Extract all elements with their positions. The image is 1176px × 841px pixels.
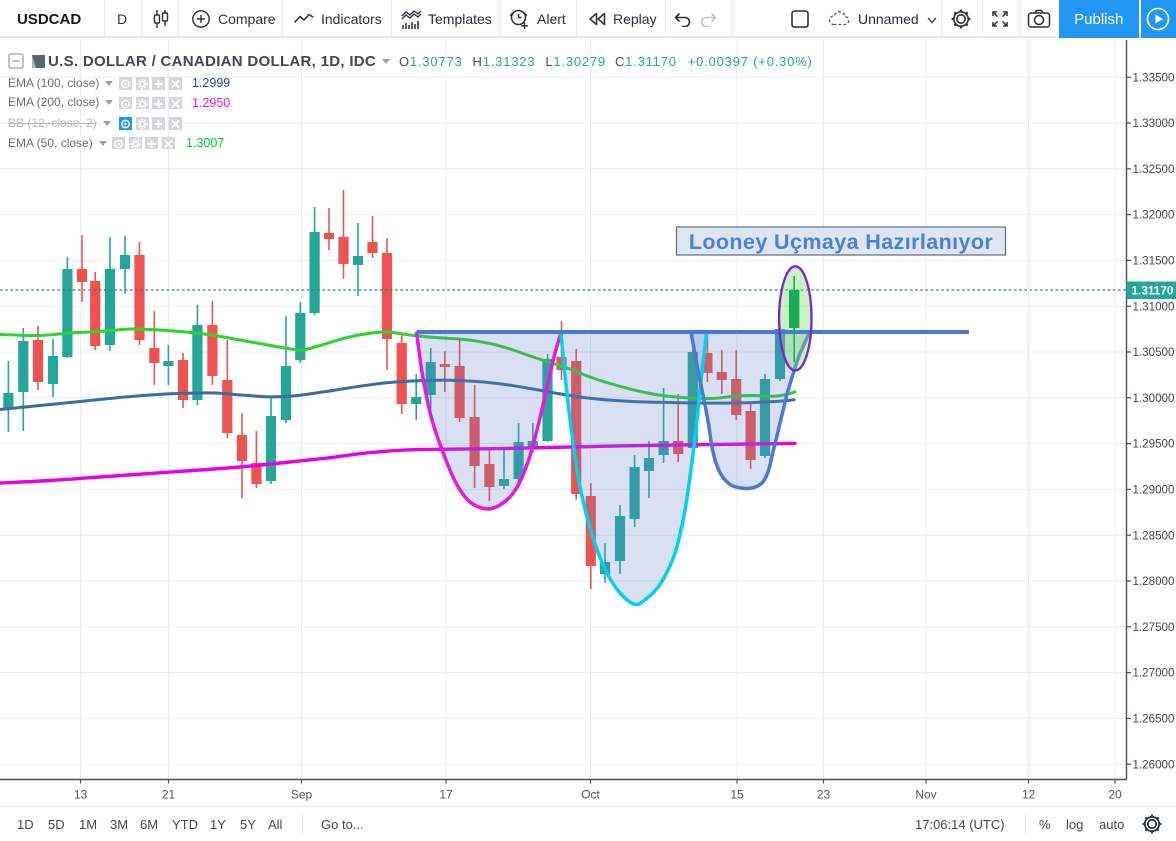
svg-text:1.32500: 1.32500 <box>1133 163 1175 176</box>
svg-text:Sep: Sep <box>291 788 313 802</box>
svg-text:23: 23 <box>817 788 831 802</box>
svg-text:1.26500: 1.26500 <box>1133 713 1175 726</box>
svg-text:1.31000: 1.31000 <box>1133 300 1175 313</box>
svg-text:Nov: Nov <box>915 788 936 802</box>
svg-text:1.33000: 1.33000 <box>1133 117 1175 130</box>
svg-text:20: 20 <box>1108 788 1122 802</box>
svg-text:Oct: Oct <box>581 788 600 802</box>
svg-text:1.27500: 1.27500 <box>1133 621 1175 634</box>
svg-text:1.31500: 1.31500 <box>1133 255 1175 268</box>
svg-text:1.30000: 1.30000 <box>1133 392 1175 405</box>
svg-text:13: 13 <box>74 788 88 802</box>
svg-text:12: 12 <box>1022 788 1036 802</box>
svg-text:1.28500: 1.28500 <box>1133 529 1175 542</box>
svg-text:1.28000: 1.28000 <box>1133 575 1175 588</box>
svg-text:1.30500: 1.30500 <box>1133 346 1175 359</box>
svg-text:17: 17 <box>439 788 453 802</box>
svg-text:1.33500: 1.33500 <box>1133 71 1175 84</box>
svg-text:21: 21 <box>162 788 176 802</box>
svg-text:Looney Uçmaya Hazırlanıyor: Looney Uçmaya Hazırlanıyor <box>689 230 994 254</box>
svg-text:1.26000: 1.26000 <box>1133 758 1175 771</box>
svg-text:15: 15 <box>730 788 744 802</box>
svg-text:1.29000: 1.29000 <box>1133 484 1175 497</box>
svg-text:1.31170: 1.31170 <box>1132 283 1174 297</box>
svg-text:1.32000: 1.32000 <box>1133 209 1175 222</box>
svg-text:1.27000: 1.27000 <box>1133 667 1175 680</box>
svg-text:1.29500: 1.29500 <box>1133 438 1175 451</box>
